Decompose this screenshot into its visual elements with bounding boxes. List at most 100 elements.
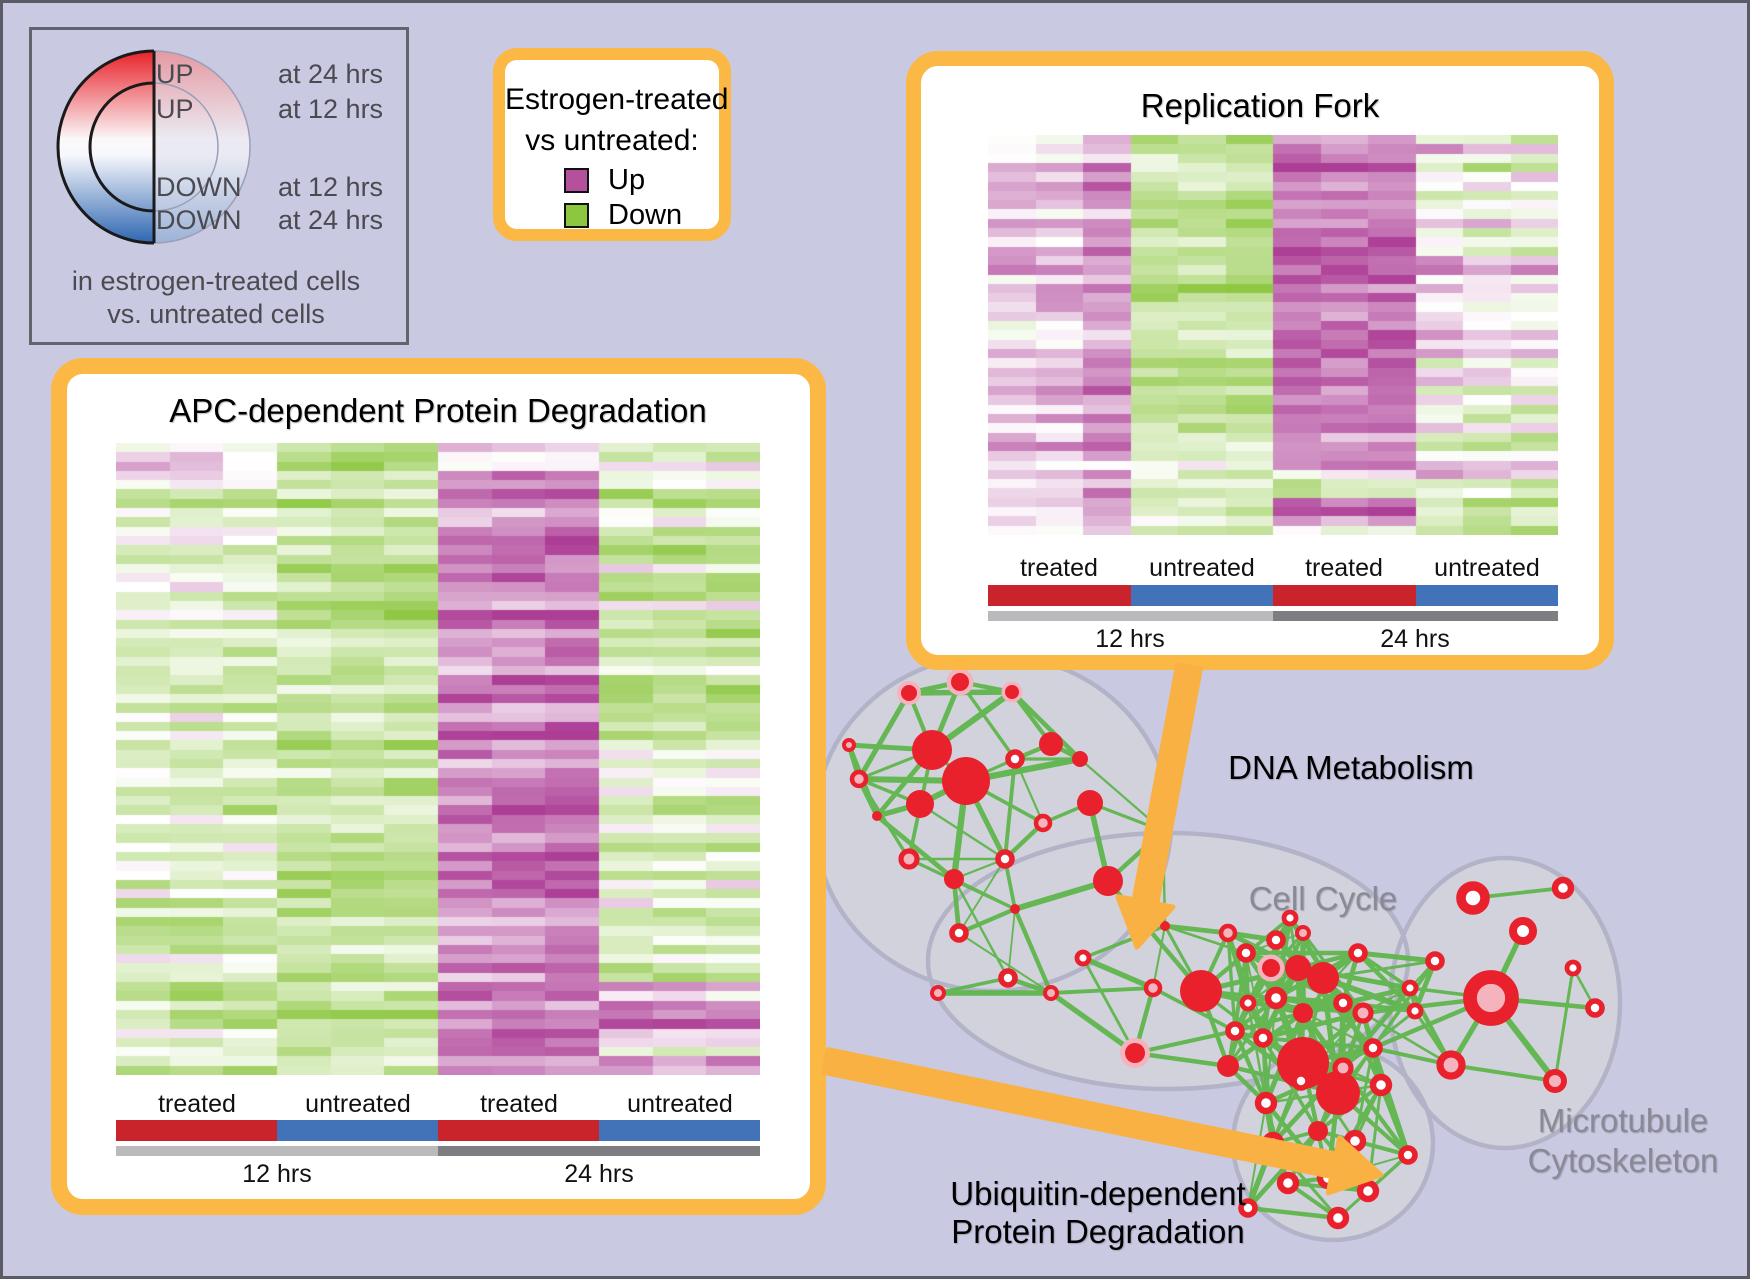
ubiquitin-label: Ubiquitin-dependent Protein Degradation — [898, 1175, 1298, 1251]
apc-24hrs-bar — [438, 1146, 760, 1156]
apc-24hrs-label: 24 hrs — [564, 1160, 634, 1188]
gene-node — [1333, 993, 1353, 1013]
ring-row-direction: UP — [156, 94, 194, 124]
gene-node — [1332, 1057, 1354, 1079]
gene-node — [942, 757, 990, 805]
ring-footer-line2: vs. untreated cells — [107, 299, 325, 329]
apc-time-bar — [116, 1146, 760, 1156]
updown-legend-box — [493, 48, 731, 241]
ubiquitin-label-line1: Ubiquitin-dependent — [950, 1175, 1246, 1212]
gene-node — [1348, 943, 1368, 963]
gene-node — [1316, 1071, 1360, 1115]
rf-24hrs-bar — [1273, 611, 1558, 621]
gene-node — [1217, 1055, 1239, 1077]
gene-node — [1326, 1206, 1350, 1230]
gene-node — [930, 985, 946, 1001]
rf-untreated-bar-24 — [1415, 585, 1558, 606]
gene-node — [901, 685, 917, 701]
gene-node — [1509, 917, 1537, 945]
up-label: Up — [608, 164, 646, 196]
rf-24hrs-label: 24 hrs — [1380, 625, 1450, 653]
rf-group-label: treated — [1305, 554, 1383, 582]
gene-node — [912, 730, 952, 770]
gene-node — [1463, 970, 1519, 1026]
apc-12hrs-label: 12 hrs — [242, 1160, 312, 1188]
gene-node — [1369, 1073, 1393, 1097]
ring-row-time: at 12 hrs — [278, 94, 384, 124]
gene-node — [1043, 985, 1059, 1001]
gene-node — [949, 923, 969, 943]
gene-node — [998, 968, 1018, 988]
rf-time-bar — [988, 611, 1558, 621]
gene-node — [1456, 881, 1490, 915]
rf-group-label: treated — [1020, 554, 1098, 582]
rf-treated-bar-24 — [1273, 585, 1416, 606]
apc-group-label: untreated — [627, 1090, 733, 1118]
gene-node — [1295, 925, 1311, 941]
legend-item-up: Up — [564, 164, 645, 197]
apc-untreated-bar-12 — [277, 1120, 438, 1141]
gene-node — [944, 869, 964, 889]
gene-node — [1010, 904, 1020, 914]
apc-treatment-bar — [116, 1120, 760, 1141]
rf-12hrs-bar — [988, 611, 1273, 621]
microtubule-label-line2: Cytoskeleton — [1527, 1142, 1719, 1179]
replication-fork-title: Replication Fork — [1140, 87, 1380, 124]
panel-to-cluster-arrow-1 — [1115, 662, 1203, 950]
network-graph — [812, 652, 1623, 1243]
gene-node — [1005, 685, 1019, 699]
apc-treated-bar-12 — [116, 1120, 277, 1141]
rf-untreated-bar-12 — [1130, 585, 1273, 606]
gene-node — [1352, 1002, 1374, 1024]
gene-node — [1401, 979, 1419, 997]
ring-footer-line1: in estrogen-treated cells — [71, 266, 361, 296]
gene-node — [1074, 949, 1092, 967]
gene-node — [1356, 1179, 1380, 1203]
gene-node — [1276, 1171, 1300, 1195]
gene-node — [1225, 1021, 1245, 1041]
gene-node — [849, 769, 869, 789]
ring-legend-box — [29, 27, 409, 345]
gene-node — [1262, 959, 1280, 977]
gene-node — [1254, 1091, 1278, 1115]
up-swatch — [564, 168, 589, 193]
gene-node — [1218, 923, 1238, 943]
gene-node — [1077, 790, 1103, 816]
apc-group-label: untreated — [305, 1090, 411, 1118]
gene-node — [1291, 1071, 1311, 1091]
microtubule-label: Microtubule Cytoskeleton — [1493, 1101, 1747, 1181]
microtubule-label-line1: Microtubule — [1537, 1102, 1709, 1139]
ring-row-direction: UP — [156, 59, 194, 89]
gene-node — [1005, 749, 1025, 769]
gene-node — [1564, 959, 1582, 977]
ring-row-time: at 24 hrs — [278, 205, 384, 235]
cell-cycle-label: Cell Cycle — [1248, 880, 1398, 917]
rf-treated-bar-12 — [988, 585, 1131, 606]
gene-node — [872, 811, 882, 821]
gene-node — [1281, 909, 1299, 927]
gene-node — [1264, 986, 1288, 1010]
gene-node — [1239, 994, 1257, 1012]
gene-node — [1551, 876, 1575, 900]
ring-row-direction: DOWN — [156, 205, 242, 235]
gene-node — [1308, 1121, 1328, 1141]
rf-group-label: untreated — [1434, 554, 1540, 582]
ubiquitin-label-line2: Protein Degradation — [951, 1213, 1245, 1250]
apc-untreated-bar-24 — [599, 1120, 760, 1141]
panel-to-cluster-arrow-2 — [821, 1047, 1384, 1196]
gene-node — [951, 673, 969, 691]
gene-node — [1238, 1198, 1258, 1218]
apc-heatmap — [116, 443, 760, 1075]
rf-12hrs-label: 12 hrs — [1095, 625, 1165, 653]
gene-node — [1436, 1050, 1466, 1080]
apc-title: APC-dependent Protein Degradation — [169, 392, 707, 429]
rf-group-label: untreated — [1149, 554, 1255, 582]
gene-node — [1398, 1145, 1418, 1165]
gene-node — [995, 849, 1015, 869]
gene-node — [1293, 1003, 1313, 1023]
gene-node — [1253, 1028, 1273, 1048]
gene-node — [1160, 921, 1170, 931]
gene-node — [898, 848, 920, 870]
down-label: Down — [608, 199, 683, 231]
